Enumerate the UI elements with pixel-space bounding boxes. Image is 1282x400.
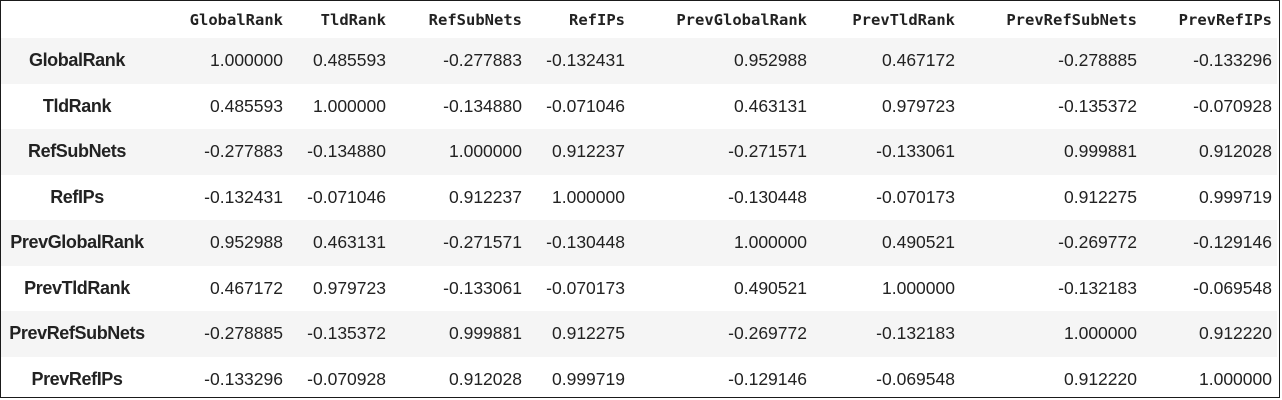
table-cell: -0.129146 bbox=[1193, 232, 1272, 253]
table-cell: 0.912275 bbox=[1064, 186, 1137, 207]
table-cell: 0.485593 bbox=[210, 95, 283, 116]
table-cell: 0.485593 bbox=[313, 50, 386, 71]
table-cell: 0.952988 bbox=[734, 50, 807, 71]
table-cell: -0.269772 bbox=[1058, 232, 1137, 253]
row-label: GlobalRank bbox=[28, 50, 126, 71]
table-row: PrevRefIPs -0.133296 -0.070928 0.912028 0.99… bbox=[1, 356, 1277, 397]
column-header: RefSubNets bbox=[428, 10, 522, 29]
table-row: RefIPs -0.132431 -0.071046 0.912237 1.000000… bbox=[1, 174, 1277, 220]
table-cell: 0.999881 bbox=[449, 323, 522, 344]
table-cell: 1.000000 bbox=[449, 141, 522, 162]
table-cell: -0.271571 bbox=[443, 232, 522, 253]
table-cell: -0.135372 bbox=[307, 323, 386, 344]
table-cell: 1.000000 bbox=[210, 50, 283, 71]
table-cell: 0.463131 bbox=[313, 232, 386, 253]
table-cell: -0.070928 bbox=[1193, 95, 1272, 116]
table-cell: 0.912028 bbox=[449, 368, 522, 389]
table-cell: -0.070173 bbox=[546, 277, 625, 298]
table-cell: -0.133296 bbox=[204, 368, 283, 389]
column-header: RefIPs bbox=[569, 10, 625, 29]
table-row: PrevTldRank 0.467172 0.979723 -0.133061 -0.0… bbox=[1, 265, 1277, 311]
table-cell: -0.278885 bbox=[204, 323, 283, 344]
table-cell: -0.277883 bbox=[204, 141, 283, 162]
table-cell: -0.132431 bbox=[204, 186, 283, 207]
table-cell: 0.999719 bbox=[552, 368, 625, 389]
table-cell: 0.912028 bbox=[1199, 141, 1272, 162]
table-cell: 0.467172 bbox=[210, 277, 283, 298]
column-header: PrevTldRank bbox=[852, 10, 955, 29]
table-cell: 0.912220 bbox=[1199, 323, 1272, 344]
table-cell: -0.069548 bbox=[876, 368, 955, 389]
table-cell: 0.979723 bbox=[313, 277, 386, 298]
table-cell: 1.000000 bbox=[882, 277, 955, 298]
table-cell: 1.000000 bbox=[1199, 368, 1272, 389]
table-body: GlobalRank 1.000000 0.485593 -0.277883 -0.13… bbox=[1, 38, 1277, 397]
table-cell: 0.467172 bbox=[882, 50, 955, 71]
row-label: PrevTldRank bbox=[24, 277, 130, 298]
table-cell: -0.132183 bbox=[876, 323, 955, 344]
row-label: RefIPs bbox=[50, 186, 104, 207]
table-row: TldRank 0.485593 1.000000 -0.134880 -0.07104… bbox=[1, 83, 1277, 129]
table-cell: -0.278885 bbox=[1058, 50, 1137, 71]
table-cell: -0.133296 bbox=[1193, 50, 1272, 71]
column-header: PrevRefIPs bbox=[1178, 10, 1272, 29]
row-label: TldRank bbox=[42, 95, 112, 116]
row-label: PrevGlobalRank bbox=[10, 232, 144, 253]
table-cell: -0.130448 bbox=[728, 186, 807, 207]
table-cell: 0.912237 bbox=[552, 141, 625, 162]
column-header: PrevRefSubNets bbox=[1006, 10, 1137, 29]
header-row: GlobalRank TldRank RefSubNets RefIPs PrevGlo… bbox=[1, 1, 1277, 38]
table-cell: -0.071046 bbox=[546, 95, 625, 116]
column-header: GlobalRank bbox=[189, 10, 283, 29]
table-cell: -0.135372 bbox=[1058, 95, 1137, 116]
table-cell: -0.070173 bbox=[876, 186, 955, 207]
table-header: GlobalRank TldRank RefSubNets RefIPs PrevGlo… bbox=[1, 1, 1277, 38]
table-cell: -0.134880 bbox=[307, 141, 386, 162]
row-label: PrevRefIPs bbox=[31, 368, 123, 389]
row-label: PrevRefSubNets bbox=[9, 323, 145, 344]
table-cell: 0.979723 bbox=[882, 95, 955, 116]
table-cell: 0.463131 bbox=[734, 95, 807, 116]
row-label: RefSubNets bbox=[27, 141, 126, 162]
table-cell: -0.070928 bbox=[307, 368, 386, 389]
table-cell: 0.912220 bbox=[1064, 368, 1137, 389]
table-cell: -0.130448 bbox=[546, 232, 625, 253]
table-cell: -0.071046 bbox=[307, 186, 386, 207]
column-header: TldRank bbox=[320, 10, 386, 29]
table-row: PrevGlobalRank 0.952988 0.463131 -0.271571 -… bbox=[1, 220, 1277, 266]
table-cell: 0.999719 bbox=[1199, 186, 1272, 207]
table-cell: 0.952988 bbox=[210, 232, 283, 253]
table-cell: 0.912275 bbox=[552, 323, 625, 344]
table-cell: -0.133061 bbox=[876, 141, 955, 162]
table-cell: 1.000000 bbox=[734, 232, 807, 253]
table-cell: -0.132431 bbox=[546, 50, 625, 71]
table-cell: -0.134880 bbox=[443, 95, 522, 116]
table-cell: -0.133061 bbox=[443, 277, 522, 298]
table-cell: -0.271571 bbox=[728, 141, 807, 162]
table-cell: -0.129146 bbox=[728, 368, 807, 389]
table-cell: -0.069548 bbox=[1193, 277, 1272, 298]
table-row: PrevRefSubNets -0.278885 -0.135372 0.999881… bbox=[1, 311, 1277, 357]
table-cell: 0.912237 bbox=[449, 186, 522, 207]
table-cell: 0.490521 bbox=[882, 232, 955, 253]
table-cell: 1.000000 bbox=[313, 95, 386, 116]
table-cell: -0.132183 bbox=[1058, 277, 1137, 298]
table-cell: -0.277883 bbox=[443, 50, 522, 71]
table-cell: 0.490521 bbox=[734, 277, 807, 298]
table-cell: 0.999881 bbox=[1064, 141, 1137, 162]
table-row: RefSubNets -0.277883 -0.134880 1.000000 0.91… bbox=[1, 129, 1277, 175]
table-cell: 1.000000 bbox=[552, 186, 625, 207]
table-cell: -0.269772 bbox=[728, 323, 807, 344]
table-row: GlobalRank 1.000000 0.485593 -0.277883 -0.13… bbox=[1, 38, 1277, 84]
index-header-cell bbox=[1, 1, 153, 38]
table-cell: 1.000000 bbox=[1064, 323, 1137, 344]
column-header: PrevGlobalRank bbox=[676, 10, 807, 29]
